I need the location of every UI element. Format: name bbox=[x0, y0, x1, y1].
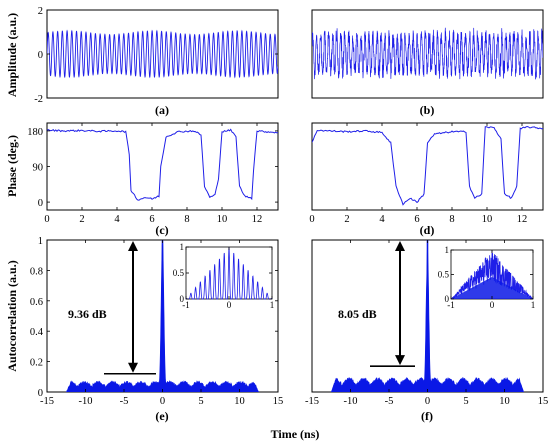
arrow-head-bottom-f bbox=[395, 355, 405, 366]
inset-f-ytick-label: 1 bbox=[445, 245, 450, 255]
panel-label-e: (e) bbox=[155, 409, 168, 423]
inset-e-ytick-label: 0 bbox=[180, 294, 185, 304]
panel-e-xtick-label: 10 bbox=[234, 396, 245, 407]
series-line-b bbox=[312, 27, 543, 80]
inset-f-xtick-label: -1 bbox=[447, 300, 455, 310]
panel-c-xtick-label: 10 bbox=[217, 214, 228, 225]
data-traces bbox=[47, 27, 543, 392]
panel-f-xtick-label: -5 bbox=[385, 396, 394, 407]
arrow-head-top-f bbox=[395, 241, 405, 251]
panel-frame-c bbox=[46, 122, 279, 211]
panel-d-xtick-label: 8 bbox=[449, 214, 454, 225]
panel-e-ytick-label: 0.4 bbox=[30, 327, 44, 338]
series-line-a bbox=[47, 29, 278, 79]
panel-c-ytick-label: 180 bbox=[27, 127, 43, 138]
panel-d-xtick-label: 10 bbox=[482, 214, 493, 225]
inset-e-ytick-label: 1 bbox=[180, 242, 185, 252]
arrow-head-bottom-e bbox=[128, 362, 138, 373]
xlabel-time: Time (ns) bbox=[271, 427, 320, 441]
panel-d-xtick-label: 2 bbox=[344, 214, 349, 225]
panel-f-xtick-label: -10 bbox=[344, 396, 358, 407]
panel-e-xtick-label: 0 bbox=[160, 396, 165, 407]
panel-c-xtick-label: 12 bbox=[252, 214, 263, 225]
panel-c-xtick-label: 8 bbox=[184, 214, 189, 225]
inset-f-ytick-label: 0.5 bbox=[438, 270, 450, 280]
panel-f-xtick-label: -15 bbox=[305, 396, 319, 407]
panel-d-xtick-label: 6 bbox=[414, 214, 419, 225]
panel-d-xtick-label: 0 bbox=[309, 214, 314, 225]
inset-f-xtick-label: 0 bbox=[490, 300, 495, 310]
panel-label-b: (b) bbox=[420, 103, 435, 117]
panel-c-xtick-label: 2 bbox=[79, 214, 84, 225]
panel-e-ytick-label: 0.8 bbox=[30, 266, 43, 277]
panel-d-xtick-label: 4 bbox=[379, 214, 385, 225]
panel-e-ytick-label: 1 bbox=[38, 236, 43, 247]
inset-f-ytick-label: 0 bbox=[445, 294, 450, 304]
panel-e-ytick-label: 0.2 bbox=[30, 358, 43, 369]
panel-a-ytick-label: 0 bbox=[38, 50, 43, 61]
panel-a-ytick-label: -2 bbox=[34, 94, 43, 105]
panel-f-xtick-label: 0 bbox=[425, 396, 430, 407]
series-line-d bbox=[312, 125, 543, 206]
panel-label-d: (d) bbox=[420, 223, 435, 237]
panel-e-xtick-label: -10 bbox=[79, 396, 93, 407]
panel-label-a: (a) bbox=[155, 103, 169, 117]
panel-f-xtick-label: 10 bbox=[499, 396, 510, 407]
annotation-e-db: 9.36 dB bbox=[68, 307, 107, 321]
ylabel-amplitude: Amplitude (a.u.) bbox=[5, 13, 19, 97]
inset-e-xtick-label: 1 bbox=[270, 300, 275, 310]
panel-a-ytick-label: 2 bbox=[38, 6, 43, 17]
panel-f-xtick-label: 5 bbox=[463, 396, 468, 407]
ylabel-autocorrelation: Autocorrelation (a.u.) bbox=[5, 260, 19, 371]
inset-f-xtick-label: 1 bbox=[531, 300, 536, 310]
inset-e-ytick-label: 0.5 bbox=[173, 268, 185, 278]
panel-e-xtick-label: -15 bbox=[40, 396, 54, 407]
inset-fill-f bbox=[451, 276, 533, 299]
arrow-head-top-e bbox=[128, 241, 138, 251]
panel-frame-d bbox=[311, 122, 544, 211]
panel-c-xtick-label: 6 bbox=[149, 214, 154, 225]
panel-f-xtick-label: 15 bbox=[538, 396, 549, 407]
panel-e-xtick-label: 5 bbox=[198, 396, 203, 407]
panel-e-xtick-label: -5 bbox=[120, 396, 129, 407]
panel-e-xtick-label: 15 bbox=[273, 396, 284, 407]
ylabel-phase: Phase (deg.) bbox=[5, 135, 19, 197]
panel-c-ytick-label: 0 bbox=[38, 198, 43, 209]
panel-label-f: (f) bbox=[421, 409, 433, 423]
annotation-f-db: 8.05 dB bbox=[338, 307, 377, 321]
inset-e-xtick-label: -1 bbox=[182, 300, 190, 310]
panel-d-xtick-label: 12 bbox=[517, 214, 528, 225]
panel-c-xtick-label: 4 bbox=[114, 214, 120, 225]
panel-c-xtick-label: 0 bbox=[44, 214, 49, 225]
panel-e-ytick-label: 0.6 bbox=[30, 297, 43, 308]
panel-c-ytick-label: 90 bbox=[33, 163, 44, 174]
panel-e-ytick-label: 0 bbox=[38, 388, 43, 399]
series-line-c bbox=[47, 128, 278, 201]
inset-e-xtick-label: 0 bbox=[227, 300, 232, 310]
panel-frame-b bbox=[311, 9, 544, 99]
panel-label-c: (c) bbox=[155, 223, 168, 237]
